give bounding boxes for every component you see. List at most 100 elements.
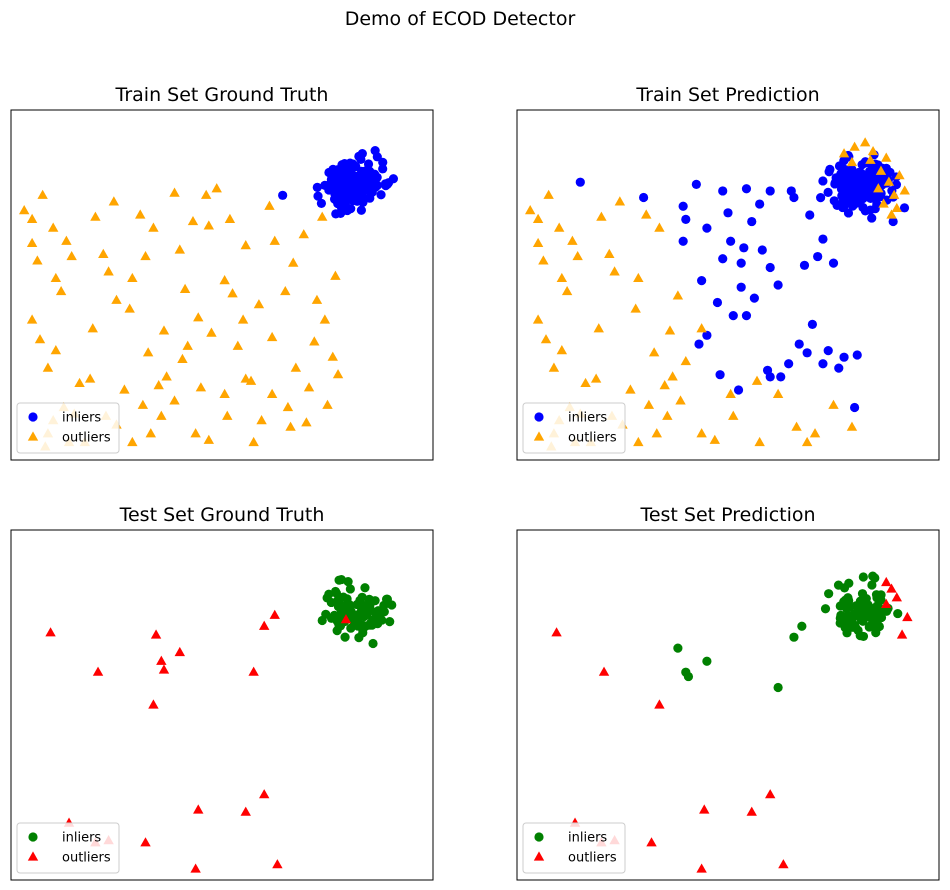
inlier-point [863, 600, 873, 610]
outlier-point [883, 176, 895, 186]
inlier-point [818, 234, 828, 244]
outlier-point [61, 235, 72, 245]
outlier-point [50, 345, 62, 355]
outlier-point [643, 399, 655, 409]
outlier-point [290, 362, 302, 372]
inlier-point [327, 170, 337, 180]
inlier-point [858, 202, 868, 213]
axes-frame [516, 109, 940, 461]
outlier-point [193, 312, 204, 322]
outlier-point [45, 627, 56, 637]
inlier-point [837, 162, 847, 173]
inlier-point [862, 176, 872, 187]
inlier-point [755, 199, 765, 209]
outlier-point [240, 240, 251, 250]
inlier-point [816, 193, 826, 203]
inlier-point [805, 210, 815, 220]
outlier-point [37, 189, 48, 199]
outlier-point [177, 353, 188, 363]
inlier-point [802, 348, 812, 358]
outlier-point [148, 699, 159, 709]
legend-label-outliers: outliers [62, 851, 111, 866]
subplots: Train Set Ground TruthinliersoutliersTra… [10, 84, 940, 881]
legend-label-inliers: inliers [62, 411, 101, 426]
outlier-point [881, 152, 892, 162]
outlier-point [754, 436, 765, 447]
outlier-point [651, 428, 662, 438]
inlier-point [869, 177, 879, 188]
outlier-point [846, 156, 858, 167]
outlier-point [330, 270, 341, 280]
inlier-point [867, 213, 877, 223]
inlier-point [797, 621, 807, 631]
inlier-point [739, 243, 749, 253]
outlier-point [26, 314, 38, 324]
inlier-point [818, 176, 828, 186]
outlier-point [87, 323, 98, 333]
inlier-point [823, 346, 833, 356]
inlier-point [765, 186, 775, 196]
inlier-point [870, 609, 880, 619]
outlier-point [193, 804, 204, 814]
legend-label-inliers: inliers [568, 411, 607, 426]
outlier-point [548, 362, 560, 372]
inlier-point [387, 600, 397, 610]
inlier-point [865, 205, 875, 215]
inlier-point [367, 176, 378, 186]
legend-label-outliers: outliers [62, 431, 111, 446]
inlier-point [899, 203, 910, 213]
outlier-point [98, 248, 109, 258]
outlier-point [137, 399, 149, 409]
subplot-train-set-prediction: Train Set Prediction inliers outliers [516, 84, 940, 461]
outlier-point [554, 222, 565, 232]
outlier-point [156, 655, 167, 665]
outlier-point [646, 837, 657, 847]
outlier-point [596, 211, 607, 221]
inlier-point [358, 169, 368, 180]
inlier-point [312, 182, 322, 193]
inlier-point [355, 181, 365, 191]
inlier-point [375, 606, 385, 616]
inlier-point [893, 608, 903, 619]
inlier-point [335, 603, 345, 613]
outlier-point [248, 436, 259, 447]
outlier-point [696, 428, 707, 438]
outlier-point [256, 415, 267, 425]
inlier-point [340, 632, 350, 642]
outlier-point [248, 666, 259, 676]
inlier-point [881, 163, 891, 173]
inlier-point [381, 181, 391, 191]
inlier-point [840, 595, 851, 605]
inlier-point [673, 643, 683, 653]
inlier-point [850, 402, 860, 413]
inlier-point [828, 258, 839, 268]
outlier-point [772, 388, 784, 398]
outlier-point [867, 145, 879, 156]
inlier-point [324, 589, 334, 599]
inlier-point [857, 589, 868, 599]
outlier-point [161, 371, 172, 381]
inlier-point [683, 671, 694, 682]
inlier-point [370, 145, 380, 156]
outlier-point [124, 303, 135, 313]
inlier-point [871, 590, 882, 600]
outlier-point [156, 410, 167, 420]
outlier-point [127, 436, 138, 447]
inlier-point [378, 164, 388, 174]
inlier-point [678, 236, 688, 246]
outlier-point [90, 211, 101, 221]
legend-marker-inliers [534, 412, 544, 422]
outlier-point [224, 213, 236, 223]
axes-frame [516, 529, 940, 881]
inlier-point [352, 610, 362, 620]
outlier-point [140, 250, 151, 261]
inlier-point [794, 339, 804, 349]
outlier-point [654, 222, 665, 232]
outlier-point [654, 699, 665, 709]
outlier-point [285, 421, 296, 431]
outlier-point [266, 388, 278, 398]
outlier-point [675, 395, 686, 405]
outlier-point [319, 314, 331, 324]
series-inliers [278, 145, 399, 219]
legend-label-outliers: outliers [568, 431, 617, 446]
